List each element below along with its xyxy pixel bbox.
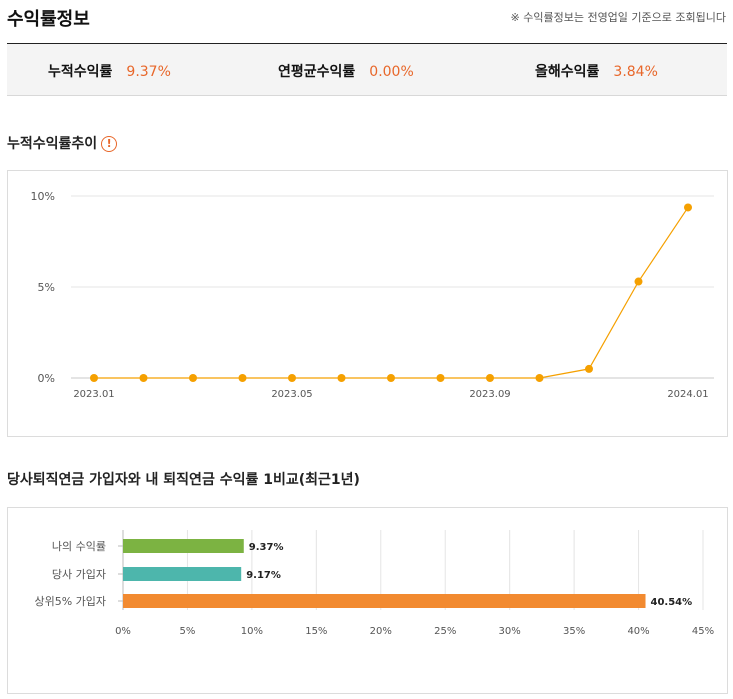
bar <box>123 567 242 581</box>
page-header: 수익률정보 ※ 수익률정보는 전영업일 기준으로 조회됩니다 <box>0 0 733 44</box>
data-point <box>90 374 98 382</box>
cumulative-return-line-chart: 0% 5% 10% 2023.01 2023.05 2023.09 2024.01 <box>31 190 714 400</box>
data-point <box>436 374 445 382</box>
trend-section-title: 누적수익률추이! <box>7 133 118 153</box>
summary-bar: 누적수익률 9.37% 연평균수익률 0.00% 올해수익률 3.84% <box>7 44 727 96</box>
data-point <box>486 374 494 382</box>
data-point <box>337 374 346 382</box>
data-point <box>288 374 296 382</box>
data-point <box>387 374 395 382</box>
stat-this-year: 올해수익률 3.84% <box>535 61 658 81</box>
bar-value-label: 9.17% <box>246 570 281 581</box>
trend-title-text: 누적수익률추이 <box>7 136 98 152</box>
header-divider <box>7 43 727 44</box>
category-label: 나의 수익률 <box>52 540 106 553</box>
data-point <box>634 277 643 286</box>
return-comparison-bar-chart: 0% 5% 10% 15% 20% 25% 30% 35% 40% 45% 나의 수익률 9.37% 당… <box>34 530 714 637</box>
x-tick-label: 40% <box>627 626 649 637</box>
data-point <box>684 203 692 212</box>
bar <box>123 594 646 608</box>
page-note: ※ 수익률정보는 전영업일 기준으로 조회됩니다 <box>510 11 726 24</box>
x-tick-label: 2023.01 <box>73 389 114 400</box>
data-point <box>535 374 544 382</box>
x-tick-label: 20% <box>370 626 392 637</box>
stat-annual-average: 연평균수익률 0.00% <box>278 61 414 81</box>
x-tick-label: 0% <box>115 626 131 637</box>
x-tick-label: 2024.01 <box>667 389 708 400</box>
stat-value: 0.00% <box>369 64 414 80</box>
x-tick-label: 10% <box>241 626 263 637</box>
bar <box>123 539 244 553</box>
y-tick-label: 5% <box>38 281 55 294</box>
stat-label: 누적수익률 <box>48 64 113 80</box>
stat-value: 9.37% <box>126 64 171 80</box>
x-tick-label: 35% <box>563 626 585 637</box>
data-point <box>238 374 247 382</box>
x-tick-label: 30% <box>499 626 521 637</box>
stat-label: 올해수익률 <box>535 64 600 80</box>
y-tick-label: 0% <box>38 372 55 385</box>
compare-section-title: 당사퇴직연금 가입자와 내 퇴직연금 수익률 1비교(최근1년) <box>7 472 360 488</box>
exclamation-circle-icon[interactable]: ! <box>101 136 118 152</box>
trend-chart-panel: 0% 5% 10% 2023.01 2023.05 2023.09 2024.01 <box>7 170 728 437</box>
data-point <box>139 374 148 382</box>
stat-cumulative: 누적수익률 9.37% <box>48 61 171 81</box>
bar-value-label: 9.37% <box>249 542 284 553</box>
category-label: 상위5% 가입자 <box>34 595 106 608</box>
x-tick-label: 15% <box>305 626 327 637</box>
compare-chart-panel: 0% 5% 10% 15% 20% 25% 30% 35% 40% 45% 나의 수익률 9.37% 당… <box>7 507 728 694</box>
x-tick-label: 2023.09 <box>469 389 510 400</box>
x-tick-label: 25% <box>434 626 456 637</box>
y-tick-label: 10% <box>31 190 55 203</box>
x-tick-label: 5% <box>180 626 196 637</box>
data-point <box>189 374 197 382</box>
x-tick-label: 45% <box>692 626 714 637</box>
x-tick-label: 2023.05 <box>271 389 312 400</box>
category-label: 당사 가입자 <box>52 568 106 581</box>
page-title: 수익률정보 <box>7 9 90 30</box>
series-line <box>94 207 689 379</box>
data-point <box>585 364 593 373</box>
stat-value: 3.84% <box>613 64 658 80</box>
bar-value-label: 40.54% <box>651 597 693 608</box>
stat-label: 연평균수익률 <box>278 64 356 80</box>
